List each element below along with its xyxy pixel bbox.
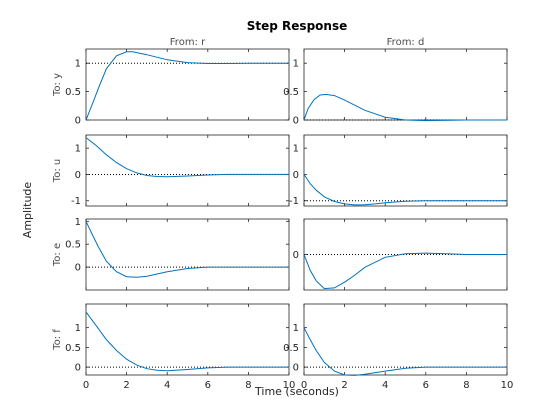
- x-tick-label: 4: [164, 380, 170, 391]
- subplot: -1 0 1: [71, 134, 290, 207]
- x-tick-label: 8: [463, 380, 469, 391]
- y-tick-label: -1: [289, 196, 299, 207]
- y-tick-label: 0: [75, 170, 81, 181]
- row-header: To: f: [52, 329, 63, 351]
- y-tick-label: 1: [75, 144, 81, 155]
- subplot-frame: [85, 218, 290, 291]
- y-tick-label: 0.5: [65, 87, 81, 98]
- y-tick-label: 1: [75, 323, 81, 334]
- row-header: To: y: [52, 73, 63, 97]
- subplot: 00.51: [65, 48, 290, 127]
- y-tick-label: 1: [75, 217, 81, 228]
- x-axis-label: Time (seconds): [254, 385, 339, 398]
- y-tick-label: 1: [75, 59, 81, 70]
- response-curve: [303, 327, 507, 376]
- y-tick-label: 0: [293, 250, 299, 261]
- x-tick-label: 10: [283, 380, 296, 391]
- subplot-frame: [303, 48, 508, 121]
- y-tick-label: 0: [75, 263, 81, 274]
- response-curve: [303, 252, 507, 290]
- y-tick-label: 0: [293, 116, 299, 127]
- x-tick-label: 6: [423, 380, 429, 391]
- column-header: From: r: [170, 37, 206, 48]
- y-tick-label: -1: [71, 196, 81, 207]
- subplot: -1 0 1: [289, 134, 508, 207]
- subplot: 00.510 2 4 6 8 10: [283, 303, 514, 391]
- x-tick-label: 6: [205, 380, 211, 391]
- y-tick-label: 0: [75, 363, 81, 374]
- x-tick-label: 0: [83, 380, 89, 391]
- row-header: To: u: [52, 159, 63, 183]
- x-tick-label: 0: [301, 380, 307, 391]
- response-curve: [85, 51, 289, 121]
- subplot: 00.510 2 4 6 8 10: [65, 303, 296, 391]
- y-tick-label: 1: [293, 323, 299, 334]
- subplot: 00.51: [65, 217, 290, 291]
- response-curve: [303, 93, 507, 122]
- x-tick-label: 2: [341, 380, 347, 391]
- column-header: From: d: [387, 37, 425, 48]
- y-tick-label: 0.5: [65, 343, 81, 354]
- chart-title: Step Response: [247, 19, 347, 33]
- y-tick-label: 1: [293, 144, 299, 155]
- y-tick-label: 0.5: [283, 343, 299, 354]
- response-curve: [85, 311, 289, 372]
- y-tick-label: 0.5: [283, 87, 299, 98]
- subplot-grid: From: r From: dTo: yTo: uTo: eTo: f00.510…: [52, 37, 513, 391]
- response-curve: [303, 174, 507, 206]
- y-tick-label: 0: [293, 363, 299, 374]
- y-tick-label: 0: [293, 170, 299, 181]
- y-tick-label: 0.5: [65, 240, 81, 251]
- x-tick-label: 10: [501, 380, 514, 391]
- subplot-frame: [85, 303, 290, 376]
- y-tick-label: 0: [75, 116, 81, 127]
- response-curve: [85, 137, 289, 178]
- subplot-frame: [303, 134, 508, 207]
- subplot-frame: [85, 48, 290, 121]
- x-tick-label: 4: [382, 380, 388, 391]
- x-tick-label: 8: [245, 380, 251, 391]
- subplot-frame: [85, 134, 290, 207]
- y-tick-label: 1: [293, 59, 299, 70]
- subplot: 00.51: [283, 48, 508, 127]
- y-axis-label: Amplitude: [21, 182, 34, 239]
- x-tick-label: 2: [123, 380, 129, 391]
- subplot-frame: [303, 303, 508, 376]
- subplot: 0: [293, 218, 508, 291]
- row-header: To: e: [52, 243, 63, 267]
- response-curve: [85, 221, 289, 278]
